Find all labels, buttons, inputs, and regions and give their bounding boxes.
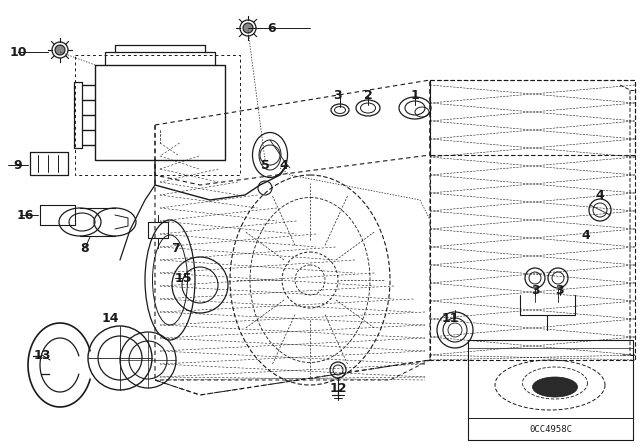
Text: 10: 10 (9, 46, 27, 59)
Text: 6: 6 (268, 22, 276, 34)
Text: 3: 3 (333, 89, 342, 102)
Circle shape (55, 45, 65, 55)
Text: 2: 2 (364, 89, 372, 102)
Text: 1: 1 (411, 89, 419, 102)
Text: 4: 4 (582, 228, 590, 241)
Text: 9: 9 (13, 159, 22, 172)
Text: 14: 14 (101, 311, 119, 324)
Circle shape (243, 23, 253, 33)
Ellipse shape (532, 377, 577, 397)
Text: 15: 15 (174, 271, 192, 284)
Text: 11: 11 (441, 311, 459, 324)
Text: 4: 4 (280, 159, 289, 172)
Text: 8: 8 (81, 241, 90, 254)
Text: 13: 13 (33, 349, 51, 362)
Text: 3: 3 (555, 284, 563, 297)
Text: 4: 4 (596, 189, 604, 202)
Text: 3: 3 (531, 284, 540, 297)
Text: 12: 12 (329, 382, 347, 395)
Text: 5: 5 (260, 159, 269, 172)
Text: 0CC4958C: 0CC4958C (529, 425, 572, 434)
Text: 16: 16 (16, 208, 34, 221)
Text: 7: 7 (171, 241, 179, 254)
